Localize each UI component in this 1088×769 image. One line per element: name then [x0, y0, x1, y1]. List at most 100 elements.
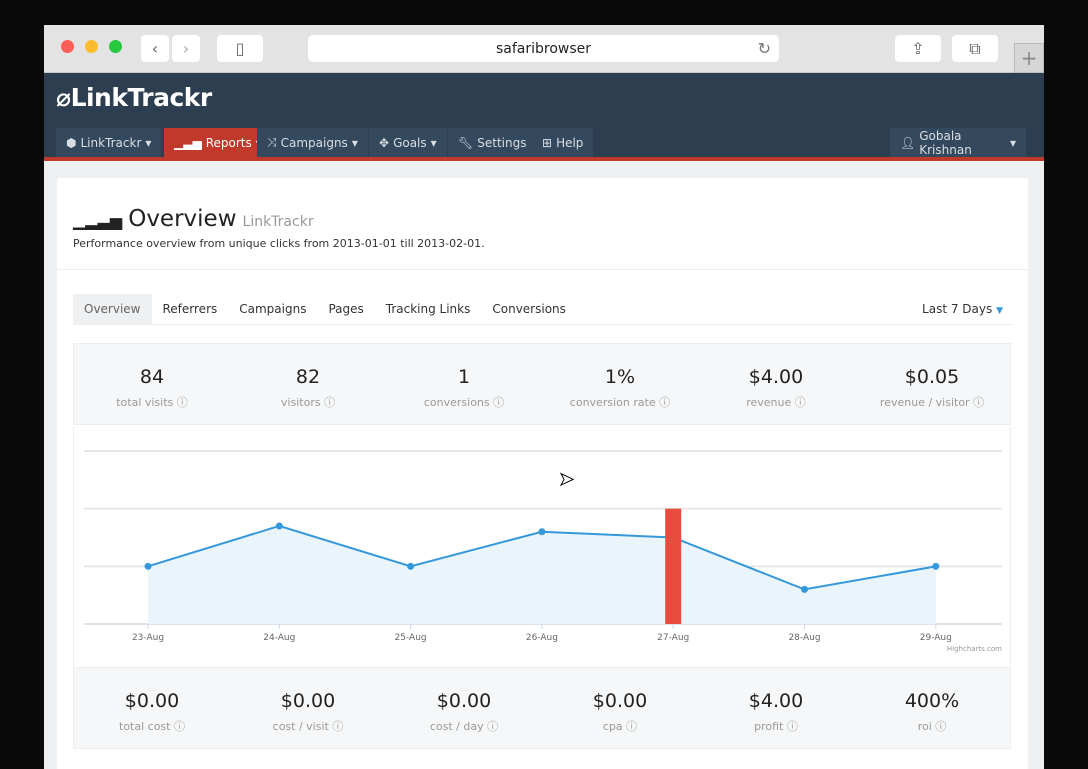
caret-down-icon: ▼	[996, 306, 1003, 316]
user-name: Gobala Krishnan	[919, 128, 972, 157]
logo[interactable]: ⌀LinkTrackr	[56, 83, 212, 112]
stat-cpa: $0.00 cpa ⓘ	[542, 668, 698, 748]
info-icon[interactable]: ⓘ	[659, 396, 671, 409]
page-title: ▁▂▃▅ Overview LinkTrackr	[73, 206, 314, 232]
stat-value: 84	[139, 366, 165, 388]
tab-conversions[interactable]: Conversions	[492, 302, 566, 316]
title-text: Overview	[128, 206, 237, 232]
stat-label: revenue ⓘ	[698, 394, 854, 410]
user-icon: 👤︎	[900, 135, 916, 150]
nav-help[interactable]: ⊞ Help	[532, 128, 594, 157]
stat-value: $0.00	[592, 690, 648, 712]
browser-toolbar: ‹ › ▯ safaribrowser ↻ ⇪ ⧉ +	[44, 25, 1044, 73]
data-point	[407, 562, 415, 570]
nav-label: Help	[556, 135, 584, 150]
stat-conversions: 1 conversions ⓘ	[386, 344, 542, 424]
stat-label-text: profit	[754, 720, 784, 733]
zoom-button[interactable]	[109, 40, 122, 53]
x-tick-label: 26-Aug	[526, 633, 558, 643]
info-icon[interactable]: ⓘ	[487, 720, 499, 733]
range-label: Last 7 Days	[922, 302, 993, 316]
forward-button[interactable]: ›	[172, 35, 200, 62]
shuffle-icon: ⤨	[267, 135, 277, 149]
stat-label: conversion rate ⓘ	[542, 394, 698, 410]
info-icon[interactable]: ⓘ	[332, 720, 344, 733]
stat-value: $0.00	[436, 690, 492, 712]
stat-cost-visit: $0.00 cost / visit ⓘ	[230, 668, 386, 748]
back-button[interactable]: ‹	[141, 35, 169, 62]
stat-total-visits: 84 total visits ⓘ	[74, 344, 230, 424]
cube-icon: ⬢	[66, 135, 77, 150]
tab-pages[interactable]: Pages	[328, 302, 364, 316]
stat-value: $0.00	[124, 690, 180, 712]
info-icon[interactable]: ⓘ	[935, 720, 947, 733]
area-fill	[148, 525, 936, 624]
stat-label-text: roi	[917, 720, 932, 733]
info-icon[interactable]: ⓘ	[173, 720, 185, 733]
new-tab-button[interactable]: +	[1014, 43, 1044, 73]
stat-label-text: visitors	[280, 396, 321, 409]
nav-linktrackr[interactable]: ⬢ LinkTrackr ▾	[56, 128, 162, 157]
close-button[interactable]	[61, 40, 74, 53]
x-tick-label: 25-Aug	[395, 633, 427, 643]
stat-visitors: 82 visitors ⓘ	[230, 344, 386, 424]
app-header: ⌀LinkTrackr ⬢LinkTrackr▾ ▁▃▅Reports▾ ⤨Ca…	[44, 73, 1044, 161]
stat-label: roi ⓘ	[854, 718, 1010, 734]
stat-label: profit ⓘ	[698, 718, 854, 734]
data-point	[538, 528, 546, 536]
nav-label: Reports	[205, 135, 252, 150]
stat-label-text: total cost	[119, 720, 171, 733]
stat-label: cpa ⓘ	[542, 718, 698, 734]
tab-overview[interactable]: Overview	[73, 294, 152, 324]
stat-cost-day: $0.00 cost / day ⓘ	[386, 668, 542, 748]
info-icon[interactable]: ⓘ	[176, 396, 188, 409]
stat-label-text: cpa	[602, 720, 623, 733]
nav-campaigns[interactable]: ⤨ Campaigns ▾	[257, 128, 368, 157]
share-icon[interactable]: ⇪	[895, 35, 941, 62]
reload-icon[interactable]: ↻	[757, 39, 771, 58]
tabs-icon[interactable]: ⧉	[952, 35, 998, 62]
nav-settings[interactable]: 🔧︎ Settings	[448, 128, 537, 157]
stat-value: $0.00	[280, 690, 336, 712]
stat-label: revenue / visitor ⓘ	[854, 394, 1010, 410]
stat-label-text: conversion rate	[569, 396, 656, 409]
tab-referrers[interactable]: Referrers	[162, 302, 218, 316]
stat-label-text: revenue	[746, 396, 792, 409]
url-text: safaribrowser	[495, 40, 592, 57]
sidebar-icon[interactable]: ▯	[217, 35, 263, 62]
data-point	[144, 562, 152, 570]
info-icon[interactable]: ⓘ	[786, 720, 798, 733]
stat-total-cost: $0.00 total cost ⓘ	[74, 668, 230, 748]
info-icon[interactable]: ⓘ	[626, 720, 638, 733]
nav-label: Campaigns	[280, 135, 348, 150]
stats-bottom: $0.00 total cost ⓘ $0.00 cost / visit ⓘ $0.0…	[73, 667, 1011, 749]
signal-icon: ▁▃▅	[174, 135, 202, 150]
info-icon[interactable]: ⓘ	[324, 396, 336, 409]
stat-label-text: cost / day	[429, 720, 484, 733]
tab-tracking-links[interactable]: Tracking Links	[385, 302, 471, 316]
date-range-dropdown[interactable]: Last 7 Days ▼	[922, 294, 1013, 327]
nav-goals[interactable]: ✥ Goals ▾	[369, 128, 447, 157]
logo-text: LinkTrackr	[70, 83, 213, 112]
nav-reports[interactable]: ▁▃▅Reports▾	[164, 128, 272, 157]
stat-label-text: revenue / visitor	[879, 396, 970, 409]
nav-label: Goals	[393, 135, 427, 150]
x-tick-label: 28-Aug	[788, 633, 820, 643]
user-menu[interactable]: 👤︎ Gobala Krishnan ▾	[890, 128, 1026, 157]
browser-window: ‹ › ▯ safaribrowser ↻ ⇪ ⧉ + ⌀LinkTrackr ⬢…	[44, 25, 1044, 769]
page-subtitle: Performance overview from unique clicks …	[73, 237, 485, 250]
tab-campaigns[interactable]: Campaigns	[239, 302, 307, 316]
stat-value: 1	[457, 366, 471, 388]
bar-mark	[665, 508, 682, 624]
stat-conversion-rate: 1% conversion rate ⓘ	[542, 344, 698, 424]
info-icon[interactable]: ⓘ	[973, 396, 985, 409]
stat-value: 82	[295, 366, 321, 388]
address-bar[interactable]: safaribrowser ↻	[308, 35, 779, 62]
minimize-button[interactable]	[85, 40, 98, 53]
x-tick-label: 23-Aug	[132, 633, 164, 643]
info-icon[interactable]: ⓘ	[794, 396, 806, 409]
stat-label: total cost ⓘ	[74, 718, 230, 734]
chart-svg: 23-Aug 24-Aug 25-Aug 26-Aug 27-Aug 28-Aug 29-A…	[84, 450, 1002, 653]
info-icon[interactable]: ⓘ	[493, 396, 505, 409]
nav-label: Settings	[477, 135, 527, 150]
